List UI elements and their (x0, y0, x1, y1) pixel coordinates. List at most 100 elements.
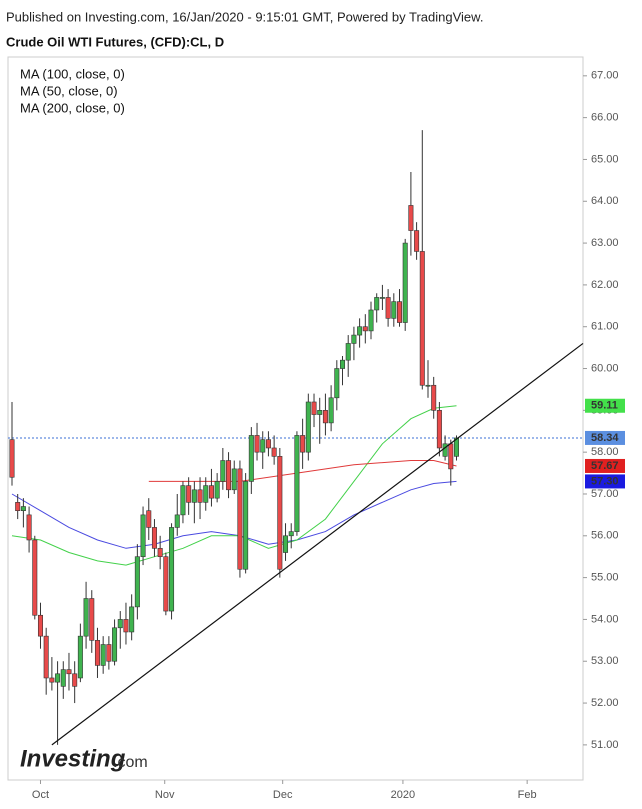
plot: 51.00 52.00 53.00 54.00 55.00 56.00 57.00 58.00… (8, 66, 625, 801)
y-tick-label: 52.00 (591, 697, 619, 709)
legend-entry: MA (100, close, 0) (20, 66, 125, 81)
candle-body (265, 439, 271, 449)
candle-body (345, 343, 351, 361)
candle-body (169, 527, 175, 612)
candle-body (436, 410, 442, 449)
y-tick-label: 53.00 (591, 655, 619, 667)
candle-body (89, 598, 95, 641)
price-marker-label: 59.11 (591, 400, 618, 412)
ma-line (148, 460, 457, 482)
candle-body (402, 242, 408, 323)
candle-body (117, 619, 123, 629)
plot-frame (7, 56, 584, 781)
candle-body (220, 460, 226, 482)
candle-body (112, 627, 118, 662)
candle-body (305, 401, 311, 453)
x-tick-label: Dec (273, 789, 293, 801)
candle-body (311, 401, 317, 415)
candle-body (431, 384, 437, 411)
candle-body (362, 326, 368, 332)
candle-body (197, 489, 203, 503)
candle-body (106, 644, 112, 662)
candle-body (49, 677, 55, 683)
candle-body (385, 297, 391, 319)
chart-title: Crude Oil WTI Futures, (CFD):CL, D (6, 34, 224, 49)
candle-body (15, 502, 21, 512)
candle-body (425, 384, 431, 387)
candle-body (334, 368, 340, 399)
candle-body (374, 297, 380, 311)
y-tick-label: 63.00 (591, 237, 619, 249)
candle-body (260, 439, 266, 453)
price-marker-label: 57.67 (591, 460, 619, 472)
y-tick-label: 65.00 (591, 153, 619, 165)
candle-body (317, 410, 323, 415)
candle-body (283, 535, 289, 553)
candle-body (419, 251, 425, 386)
candle-body (32, 539, 38, 616)
y-tick-label: 57.00 (591, 488, 619, 500)
candle-body (134, 556, 140, 608)
y-tick-label: 55.00 (591, 572, 619, 584)
candle-body (368, 309, 374, 332)
candle-body (9, 439, 15, 478)
candle-body (77, 635, 83, 679)
candle-body (397, 301, 403, 323)
y-tick-label: 62.00 (591, 279, 619, 291)
candle-body (174, 514, 180, 528)
y-tick-label: 64.00 (591, 195, 619, 207)
publish-note: Published on Investing.com, 16/Jan/2020 … (6, 9, 483, 24)
candle-body (163, 556, 169, 612)
y-tick-label: 67.00 (591, 70, 619, 82)
candle-body (203, 485, 209, 503)
candle-body (328, 397, 334, 424)
candle-body (231, 468, 237, 491)
logo-suffix: .com (113, 754, 148, 771)
candle-body (226, 460, 232, 491)
candle-body (351, 334, 357, 344)
candle-body (123, 619, 129, 633)
y-tick-label: 61.00 (591, 321, 619, 333)
candle-body (191, 489, 197, 503)
candle-body (453, 437, 459, 457)
candle-body (100, 644, 106, 666)
candle-body (66, 669, 72, 675)
candle-body (43, 635, 49, 679)
candle-body (83, 598, 89, 637)
candle-body (414, 230, 420, 252)
candle-body (186, 485, 192, 503)
x-tick-label: Feb (518, 789, 537, 801)
candle-body (243, 481, 249, 570)
candle-body (288, 531, 294, 537)
price-marker (585, 474, 625, 489)
y-tick-label: 54.00 (591, 613, 619, 625)
candle-body (442, 443, 448, 457)
candle-body (322, 410, 328, 424)
price-marker-label: 57.30 (591, 475, 619, 487)
legend-entry: MA (50, close, 0) (20, 83, 118, 98)
candle-body (151, 527, 157, 549)
candle-body (254, 435, 260, 453)
candle-body (271, 447, 277, 457)
y-tick-label: 58.00 (591, 446, 619, 458)
candle-body (140, 514, 146, 558)
candle-body (129, 606, 135, 633)
candle-body (340, 359, 346, 369)
price-marker (585, 430, 625, 445)
candle-body (379, 297, 385, 299)
x-tick-label: 2020 (391, 789, 415, 801)
candle-body (294, 435, 300, 532)
candle-body (448, 443, 454, 470)
y-tick-label: 56.00 (591, 530, 619, 542)
candle-body (146, 510, 152, 528)
candle-body (277, 456, 283, 570)
candle-body (300, 435, 306, 453)
candle-body (214, 481, 220, 499)
candle-body (357, 326, 363, 336)
candle-body (94, 640, 100, 666)
y-tick-label: 51.00 (591, 739, 619, 751)
price-marker (585, 458, 625, 473)
x-tick-label: Nov (155, 789, 175, 801)
